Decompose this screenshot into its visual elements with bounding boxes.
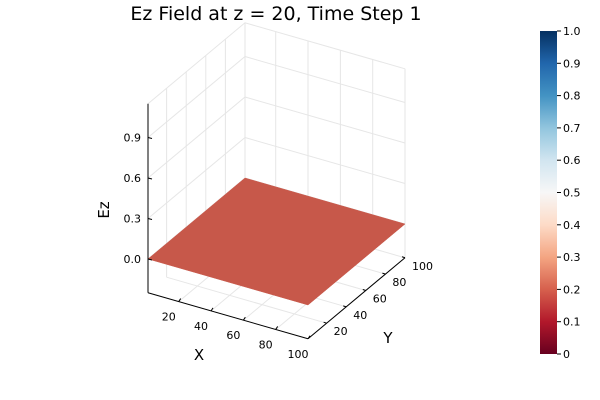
colorbar-tick-label-9: 0.9 <box>563 57 581 70</box>
grid-line-wall2-z-1 <box>244 137 406 184</box>
x-axis-line <box>147 292 309 340</box>
colorbar-tick-label-1: 0.1 <box>563 316 581 329</box>
grid-line-wall1-z-1 <box>147 137 246 219</box>
x-tick-mark-1 <box>210 307 214 312</box>
grid-line-top-edge <box>147 22 406 105</box>
x-tick-label-0: 20 <box>162 311 176 324</box>
grid-line-wall1-z-3 <box>147 56 246 138</box>
y-tick-label-3: 80 <box>392 276 406 289</box>
colorbar-tick-label-4: 0.4 <box>563 219 581 232</box>
z-tick-mark-1 <box>147 218 153 220</box>
colorbar-tick-label-7: 0.7 <box>563 122 581 135</box>
z-tick-mark-0 <box>147 258 153 261</box>
colorbar-tick-label-0: 0 <box>563 348 570 361</box>
y-tick-mark-0 <box>323 321 327 324</box>
colorbar-tick-label-2: 0.2 <box>563 283 581 296</box>
x-tick-mark-2 <box>242 316 246 321</box>
y-tick-mark-3 <box>382 272 386 275</box>
surface-plot <box>147 177 406 306</box>
x-tick-mark-0 <box>178 298 182 302</box>
z-tick-label-2: 0.6 <box>124 172 142 185</box>
y-tick-mark-4 <box>401 256 406 259</box>
y-axis-title: Y <box>382 329 393 347</box>
colorbar-tick-label-5: 0.5 <box>563 187 581 200</box>
x-tick-mark-4 <box>307 335 311 340</box>
grid-line-wall1-z-2 <box>147 96 246 179</box>
colorbar-tick-label-6: 0.6 <box>563 154 581 167</box>
z-tick-mark-2 <box>147 177 153 180</box>
colorbar-tick-label-8: 0.8 <box>563 90 581 103</box>
y-tick-label-4: 100 <box>412 260 433 273</box>
colorbar: 0 0.1 0.2 0.3 0.4 0.5 0.6 0.7 0.8 0.9 1.0 <box>540 25 581 361</box>
axes: 0.0 0.3 0.6 0.9 20 40 60 80 100 20 40 60 80 100 <box>124 103 433 361</box>
y-tick-label-1: 40 <box>353 309 367 322</box>
chart-title: Ez Field at z = 20, Time Step 1 <box>130 3 421 25</box>
z-axis-title: Ez <box>95 201 113 218</box>
z-tick-label-0: 0.0 <box>124 253 142 266</box>
colorbar-gradient <box>540 31 557 354</box>
z-tick-label-3: 0.9 <box>124 132 142 145</box>
x-tick-label-4: 100 <box>288 348 309 361</box>
y-tick-label-0: 20 <box>334 325 348 338</box>
y-tick-label-2: 60 <box>373 292 387 305</box>
x-axis-title: X <box>194 346 204 364</box>
grid-line-floor-y-0 <box>166 276 327 324</box>
z-tick-mark-3 <box>147 137 153 139</box>
grid-line-wall2-z-3 <box>244 56 406 103</box>
x-tick-label-2: 60 <box>226 329 240 342</box>
grid-line-wall2-z-2 <box>244 96 406 144</box>
y-axis-line <box>307 257 406 340</box>
x-tick-label-1: 40 <box>194 320 208 333</box>
surface-plane <box>147 177 406 306</box>
y-tick-mark-1 <box>343 305 347 308</box>
x-tick-label-3: 80 <box>259 338 273 351</box>
x-tick-mark-3 <box>275 326 279 330</box>
y-tick-mark-2 <box>362 289 366 291</box>
colorbar-tick-label-10: 1.0 <box>563 25 581 38</box>
colorbar-tick-label-3: 0.3 <box>563 251 581 264</box>
z-tick-label-1: 0.3 <box>124 213 142 226</box>
